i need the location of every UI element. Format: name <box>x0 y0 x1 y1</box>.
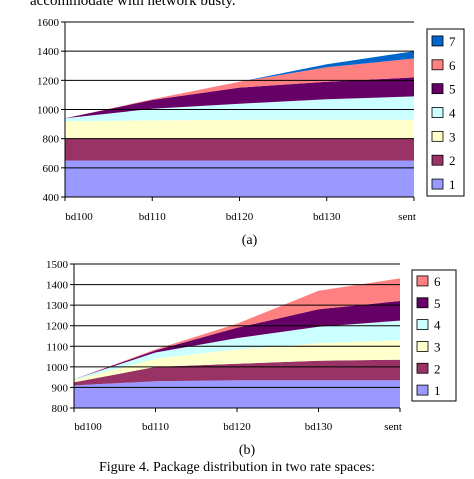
legend-swatch-3 <box>416 341 429 352</box>
series-area-6 <box>65 58 414 119</box>
x-tick-label: bd100 <box>74 421 102 433</box>
legend: 6 5 4 3 2 1 <box>411 269 457 402</box>
series-area-5 <box>65 77 414 119</box>
series-area-1 <box>74 380 400 408</box>
series-area-1 <box>65 160 414 197</box>
series-area-5 <box>74 301 400 380</box>
y-tick-label: 800 <box>43 134 60 146</box>
legend-label-2: 2 <box>434 361 441 376</box>
legend-swatch-7 <box>431 35 444 47</box>
legend-label-7: 7 <box>449 34 456 49</box>
legend-swatch-6 <box>431 59 444 71</box>
legend-label-4: 4 <box>434 318 441 333</box>
series-area-7 <box>65 51 414 119</box>
y-tick-label: 1100 <box>46 341 68 353</box>
legend-swatch-6 <box>416 275 429 287</box>
chart-2: 800 900 1000 1100 1200 1300 1400 1500 bd100 bd110… <box>46 259 457 458</box>
series-area-6 <box>74 278 400 380</box>
x-tick-label: sent <box>398 211 416 223</box>
y-tick-label: 1500 <box>46 259 69 271</box>
legend-label-1: 1 <box>434 383 441 398</box>
panel-label: (a) <box>242 233 258 248</box>
legend-swatch-2 <box>416 362 429 374</box>
x-tick-label: bd120 <box>226 211 254 223</box>
legend-label-3: 3 <box>449 129 456 144</box>
x-tick-label: bd100 <box>65 211 93 223</box>
legend-label-5: 5 <box>434 296 441 311</box>
x-tick-label: bd110 <box>142 421 170 433</box>
legend-swatch-4 <box>431 107 444 118</box>
x-tick-label: sent <box>384 421 402 433</box>
legend: 7 6 5 4 3 2 1 <box>426 28 465 197</box>
panel-label: (b) <box>239 443 256 458</box>
legend-label-3: 3 <box>434 339 441 354</box>
y-tick-label: 1400 <box>37 46 60 58</box>
legend-swatch-2 <box>431 154 444 166</box>
figure-caption: Figure 4. Package distribution in two ra… <box>98 460 376 475</box>
series-area-2 <box>74 359 400 386</box>
x-tick-label: bd110 <box>139 211 167 223</box>
legend-swatch-4 <box>416 319 429 330</box>
y-tick-label: 1000 <box>46 362 69 374</box>
legend-label-6: 6 <box>449 58 456 73</box>
legend-box <box>411 269 457 402</box>
legend-label-1: 1 <box>449 177 456 192</box>
y-tick-label: 1300 <box>46 300 69 312</box>
y-tick-label: 1200 <box>37 75 60 87</box>
legend-swatch-1 <box>431 178 444 190</box>
series-area-3 <box>74 340 400 383</box>
y-tick-label: 1600 <box>37 17 60 29</box>
legend-swatch-1 <box>416 384 429 396</box>
y-tick-label: 1200 <box>46 321 69 333</box>
y-tick-label: 1400 <box>46 280 69 292</box>
legend-swatch-5 <box>416 297 429 309</box>
y-tick-label: 600 <box>43 163 60 175</box>
legend-label-6: 6 <box>434 274 441 289</box>
y-tick-label: 900 <box>52 382 69 394</box>
legend-swatch-3 <box>431 130 444 142</box>
y-tick-label: 400 <box>43 192 60 204</box>
x-tick-label: bd130 <box>313 211 341 223</box>
legend-label-4: 4 <box>449 106 456 121</box>
series-area-4 <box>65 96 414 122</box>
y-tick-label: 1000 <box>37 105 60 117</box>
y-tick-label: 800 <box>52 403 69 415</box>
series-area-4 <box>74 320 400 381</box>
series-area-3 <box>65 119 414 139</box>
x-tick-label: bd120 <box>223 421 251 433</box>
body-text-line: accommodate with network busty. <box>30 0 236 9</box>
chart-1: 400 600 800 1000 1200 1400 1600 bd100 bd110 bd120… <box>37 17 465 248</box>
x-tick-label: bd130 <box>305 421 333 433</box>
legend-swatch-5 <box>431 83 444 95</box>
charts-canvas: 400 600 800 1000 1200 1400 1600 bd100 bd110 bd120… <box>37 17 465 458</box>
legend-label-5: 5 <box>449 82 456 97</box>
legend-label-2: 2 <box>449 153 456 168</box>
series-area-2 <box>65 138 414 161</box>
